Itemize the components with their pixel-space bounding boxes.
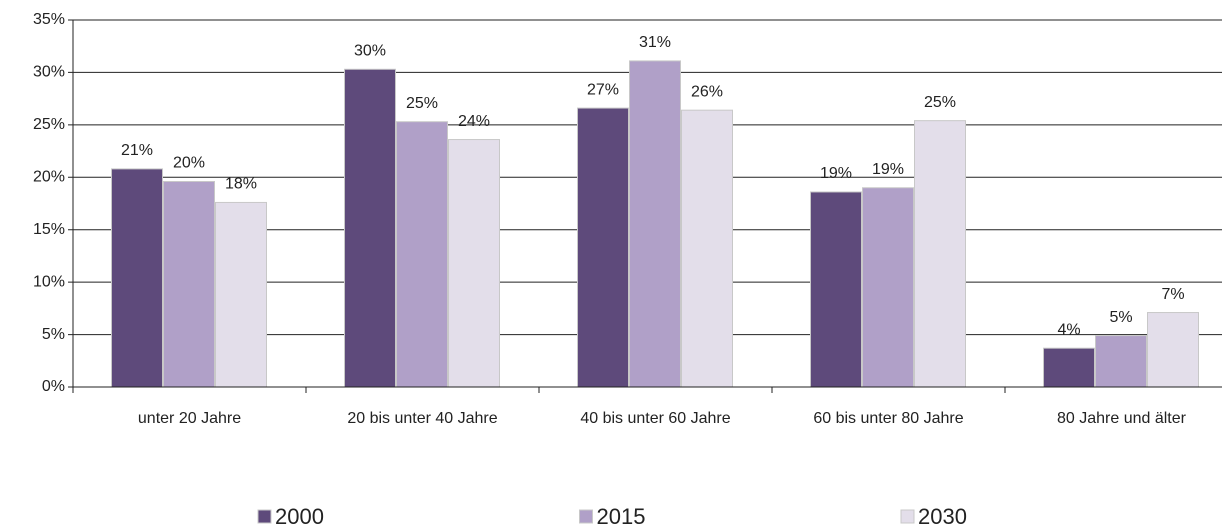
bar <box>215 201 267 388</box>
data-label: 7% <box>1161 286 1184 303</box>
bar <box>577 107 629 388</box>
bar <box>111 168 163 388</box>
y-tick-label: 10% <box>33 273 65 290</box>
y-tick-label: 25% <box>33 116 65 133</box>
data-label: 21% <box>121 142 153 159</box>
x-tick-label: unter 20 Jahre <box>138 410 241 427</box>
data-label: 31% <box>639 34 671 51</box>
legend-swatch <box>257 509 272 524</box>
data-label: 19% <box>820 165 852 182</box>
data-label: 5% <box>1109 309 1132 326</box>
data-label: 24% <box>458 113 490 130</box>
legend-swatch <box>579 509 593 524</box>
data-label: 4% <box>1057 321 1080 338</box>
y-tick-label: 5% <box>42 326 65 343</box>
y-tick-label: 0% <box>42 378 65 395</box>
bar <box>1095 335 1147 388</box>
bar <box>914 120 966 388</box>
legend-swatch <box>900 509 915 524</box>
data-label: 25% <box>406 95 438 112</box>
y-tick-label: 15% <box>33 221 65 238</box>
data-label: 19% <box>872 161 904 178</box>
bar <box>1043 347 1095 388</box>
data-label: 20% <box>173 155 205 172</box>
y-tick-label: 20% <box>33 169 65 186</box>
legend-label: 2000 <box>275 504 324 528</box>
bar <box>681 109 733 388</box>
x-tick-label: 80 Jahre und älter <box>1057 410 1187 427</box>
bar <box>810 191 862 388</box>
x-tick-label: 40 bis unter 60 Jahre <box>580 410 730 427</box>
bar <box>1147 312 1199 388</box>
bar <box>163 180 215 388</box>
bar <box>396 121 448 388</box>
bar <box>629 60 681 388</box>
data-label: 27% <box>587 81 619 98</box>
y-tick-label: 30% <box>33 64 65 81</box>
legend-label: 2030 <box>918 504 967 528</box>
x-tick-label: 60 bis unter 80 Jahre <box>813 410 963 427</box>
bar <box>448 139 500 388</box>
data-label: 18% <box>225 176 257 193</box>
y-tick-label: 35% <box>33 11 65 28</box>
data-label: 25% <box>924 94 956 111</box>
bar <box>862 187 914 388</box>
x-tick-label: 20 bis unter 40 Jahre <box>347 410 497 427</box>
bar <box>344 68 396 388</box>
data-label: 30% <box>354 43 386 60</box>
legend-label: 2015 <box>597 504 646 528</box>
data-label: 26% <box>691 83 723 100</box>
